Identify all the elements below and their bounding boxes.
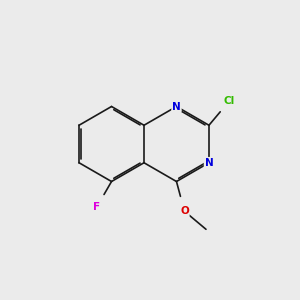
Text: F: F: [93, 202, 100, 212]
Text: Cl: Cl: [224, 96, 235, 106]
Text: N: N: [205, 158, 213, 168]
Text: O: O: [180, 206, 189, 216]
Text: N: N: [172, 101, 181, 112]
